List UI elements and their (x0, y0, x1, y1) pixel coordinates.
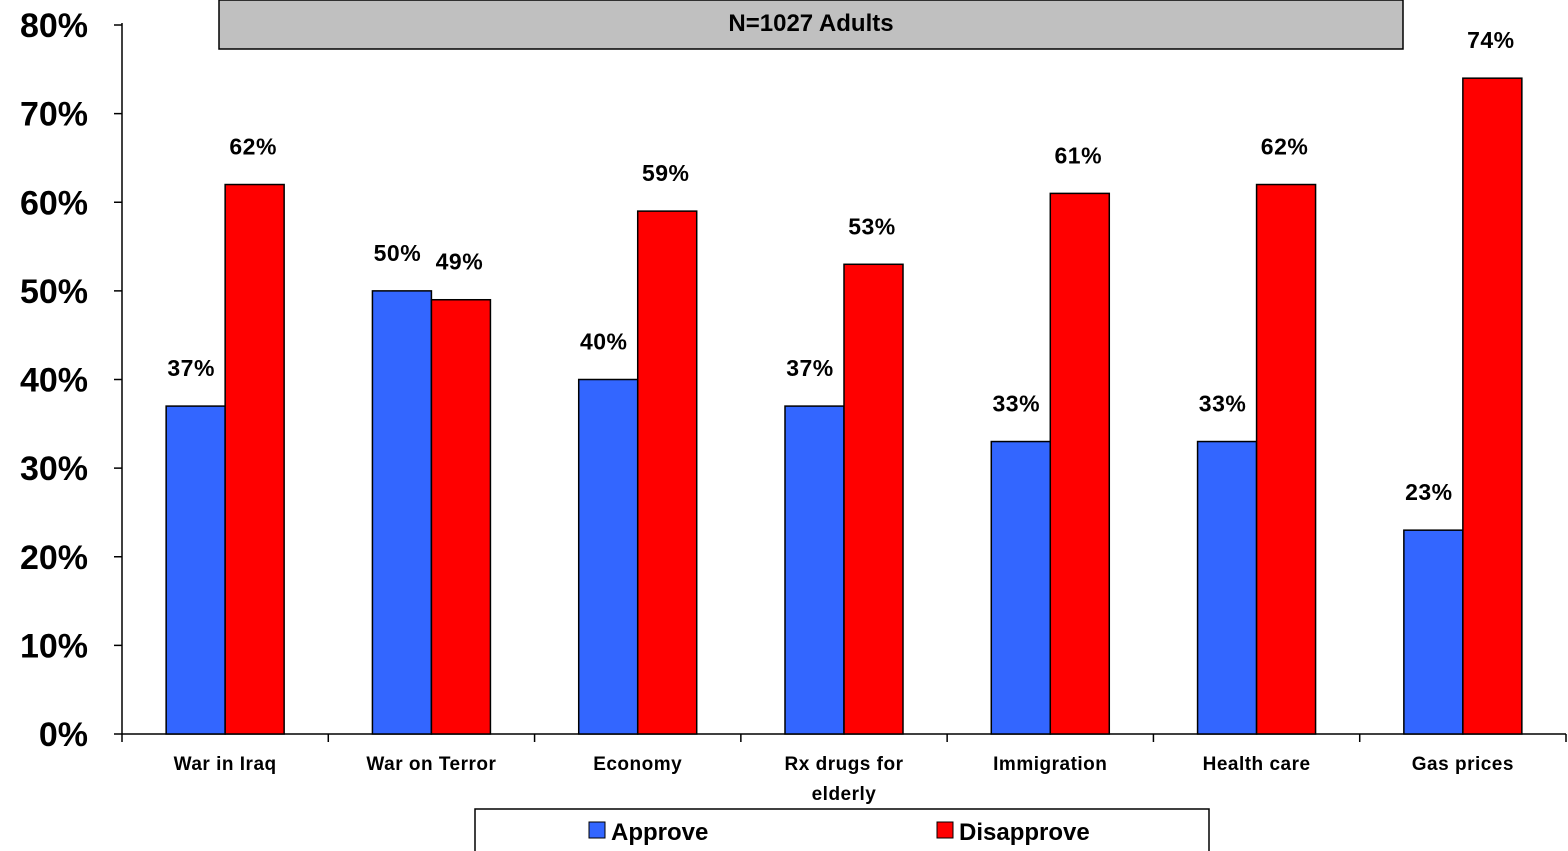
bar-approve (1196, 440, 1258, 735)
subtitle-box: N=1027 Adults (218, 0, 1404, 50)
plot-area (165, 77, 1523, 735)
x-tick-label: Immigration (993, 754, 1107, 775)
x-axis: War in Iraq War on Terror Economy Rx drugs … (121, 733, 1567, 805)
bar-approve (784, 405, 845, 735)
y-tick-label: 10% (20, 627, 88, 665)
legend-label-disapprove: Disapprove (959, 819, 1090, 846)
legend-swatch-disapprove (936, 821, 954, 839)
y-tick-label: 70% (20, 96, 88, 134)
bar-disapprove (224, 183, 285, 735)
y-tick-label: 50% (20, 273, 88, 311)
data-label: 74% (1467, 27, 1515, 53)
bar-disapprove (430, 298, 492, 735)
data-label: 23% (1405, 479, 1453, 505)
legend-label-approve: Approve (611, 819, 708, 846)
bar-approve (371, 290, 433, 735)
bar-disapprove (636, 210, 698, 735)
x-tick-label: Rx drugs for elderly (785, 754, 904, 805)
data-label: 37% (167, 355, 215, 381)
x-tick-label: War in Iraq (174, 754, 277, 775)
data-label: 40% (580, 329, 628, 355)
y-tick-label: 0% (39, 716, 88, 754)
bar-approve (577, 378, 639, 735)
bar-approve (990, 440, 1052, 735)
x-tick-label: Economy (593, 754, 682, 775)
data-label: 61% (1055, 142, 1103, 168)
y-tick-label: 30% (20, 450, 88, 488)
legend-swatch-approve (588, 821, 606, 839)
data-label: 53% (848, 213, 896, 239)
data-label: 49% (436, 249, 484, 275)
y-axis: 0% 10% 20% 30% 40% 50% 60% 70% 80% (20, 7, 123, 754)
bar-approve (1403, 529, 1464, 735)
x-tick-label: Gas prices (1412, 754, 1514, 775)
y-tick-label: 80% (20, 7, 88, 45)
bar-disapprove (843, 263, 904, 735)
data-label: 37% (786, 355, 834, 381)
data-label: 59% (642, 160, 690, 186)
data-label: 50% (374, 240, 422, 266)
y-tick-label: 40% (20, 362, 88, 400)
y-tick-label: 60% (20, 184, 88, 222)
data-label: 33% (1199, 391, 1247, 417)
bar-disapprove (1049, 192, 1111, 735)
legend: Approve Disapprove (474, 808, 1210, 851)
x-tick-label: War on Terror (366, 754, 496, 775)
y-tick-label: 20% (20, 539, 88, 577)
x-tick-label: Health care (1203, 754, 1311, 775)
data-label: 62% (1261, 134, 1309, 160)
chart-subtitle: N=1027 Adults (728, 10, 893, 37)
data-label: 62% (229, 134, 277, 160)
bar-disapprove (1255, 183, 1317, 735)
bar-approve (165, 405, 226, 735)
bar-disapprove (1462, 77, 1523, 735)
data-label: 33% (993, 391, 1041, 417)
data-labels: 37% 62% 50% 49% 40% 59% 37% 53% 33% 61% 33% 62% 23% 7… (167, 27, 1514, 505)
